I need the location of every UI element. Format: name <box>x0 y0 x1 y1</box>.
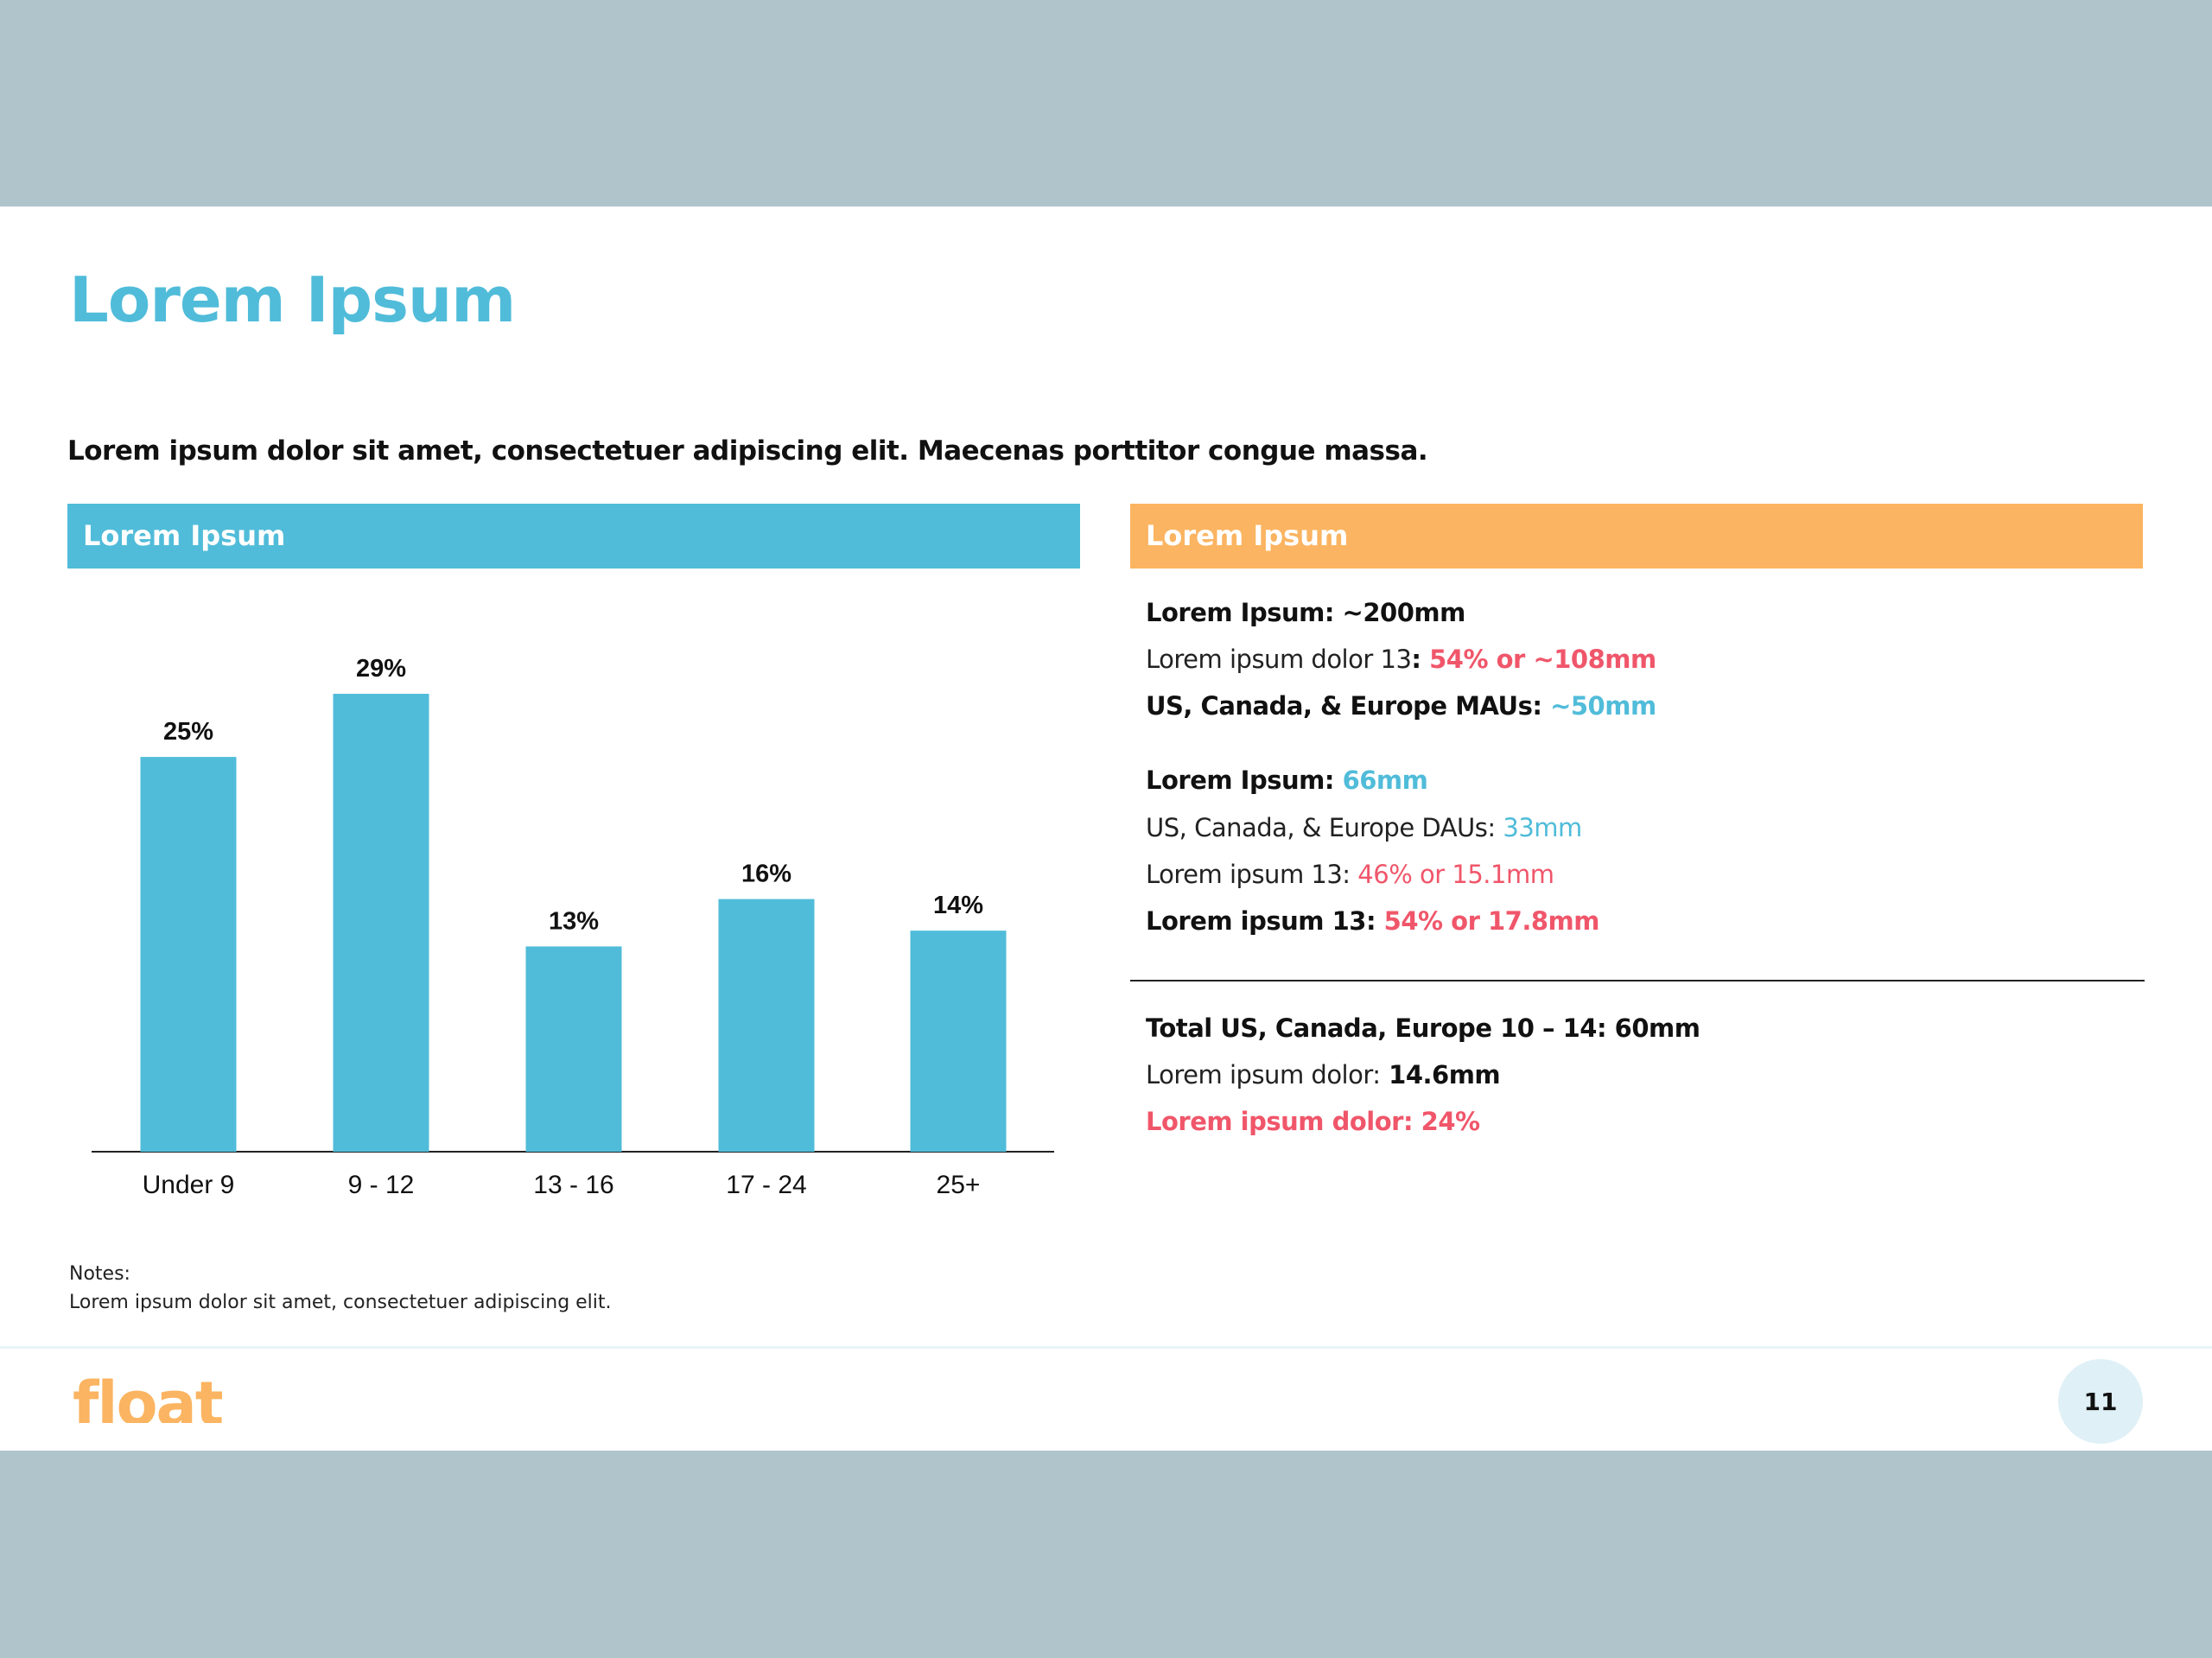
stat-line-4: Lorem Ipsum: 66mm <box>1146 765 1428 795</box>
notes-text: Lorem ipsum dolor sit amet, consectetuer… <box>69 1292 612 1313</box>
data-label-4: 16% <box>741 861 791 888</box>
stat-line-10: Lorem ipsum dolor: 24% <box>1146 1107 1480 1136</box>
page-number-badge: 11 <box>2058 1359 2143 1444</box>
stat-line-2: Lorem ipsum dolor 13: 54% or ~108mm <box>1146 645 1656 674</box>
stat-2-value: 54% or ~108mm <box>1421 645 1656 674</box>
stat-line-8: Total US, Canada, Europe 10 – 14: 60mm <box>1146 1013 1700 1043</box>
stat-2-colon: : <box>1411 645 1421 674</box>
data-label-1: 25% <box>163 718 213 746</box>
data-label-2: 29% <box>356 655 406 683</box>
data-label-3: 13% <box>549 907 599 935</box>
stat-line-1: Lorem Ipsum: ~200mm <box>1146 598 1465 627</box>
stat-line-7: Lorem ipsum 13: 54% or 17.8mm <box>1146 906 1599 936</box>
x-tick-label-1: Under 9 <box>143 1171 235 1199</box>
stat-9-value: 14.6mm <box>1380 1060 1501 1089</box>
stat-7-value: 54% or 17.8mm <box>1376 906 1600 936</box>
stat-5-label: US, Canada, & Europe DAUs: <box>1146 813 1496 842</box>
bar-5 <box>910 931 1007 1152</box>
stat-6-label: Lorem ipsum 13: <box>1146 860 1351 889</box>
stat-3-label: US, Canada, & Europe MAUs: <box>1146 691 1542 721</box>
stat-2-label: Lorem ipsum dolor 13 <box>1146 645 1412 674</box>
stat-5-value: 33mm <box>1495 813 1582 842</box>
footer-rule <box>0 1346 2212 1349</box>
bar-3 <box>525 946 622 1152</box>
stat-10-label: Lorem ipsum dolor: 24% <box>1146 1107 1480 1136</box>
left-panel-header: Lorem Ipsum <box>67 504 1080 569</box>
bar-1 <box>140 757 237 1152</box>
section-divider <box>1130 980 2145 981</box>
stat-4-value: 66mm <box>1333 765 1428 795</box>
bar-2 <box>333 694 429 1152</box>
stat-4-label: Lorem Ipsum: <box>1146 765 1334 795</box>
page-subtitle: Lorem ipsum dolor sit amet, consectetuer… <box>67 435 1428 467</box>
bar-4 <box>718 899 815 1152</box>
stat-line-9: Lorem ipsum dolor: 14.6mm <box>1146 1060 1501 1089</box>
x-tick-label-3: 13 - 16 <box>533 1171 613 1199</box>
page-title: Lorem Ipsum <box>69 264 516 336</box>
age-distribution-bar-chart: 25% Under 9 29% 9 - 12 13% 13 - 16 16% 17 - 24 1… <box>92 655 1054 1199</box>
notes-label: Notes: <box>69 1263 130 1285</box>
x-tick-label-2: 9 - 12 <box>348 1171 415 1199</box>
float-logo: float <box>73 1369 223 1423</box>
stat-9-label: Lorem ipsum dolor: <box>1146 1060 1381 1089</box>
x-tick-label-4: 17 - 24 <box>726 1171 806 1199</box>
stat-line-6: Lorem ipsum 13: 46% or 15.1mm <box>1146 860 1554 889</box>
stat-line-3: US, Canada, & Europe MAUs: ~50mm <box>1146 691 1656 721</box>
x-tick-label-5: 25+ <box>937 1171 981 1199</box>
notes: Notes: Lorem ipsum dolor sit amet, conse… <box>69 1260 612 1317</box>
data-label-5: 14% <box>933 892 983 919</box>
stat-6-value: 46% or 15.1mm <box>1350 860 1554 889</box>
stat-1-label: Lorem Ipsum: ~200mm <box>1146 598 1465 627</box>
right-panel-header: Lorem Ipsum <box>1130 504 2143 569</box>
stat-8-label: Total US, Canada, Europe 10 – 14: 60mm <box>1146 1013 1700 1043</box>
stat-3-value: ~50mm <box>1541 691 1656 721</box>
stat-7-label: Lorem ipsum 13: <box>1146 906 1376 936</box>
stat-line-5: US, Canada, & Europe DAUs: 33mm <box>1146 813 1582 842</box>
